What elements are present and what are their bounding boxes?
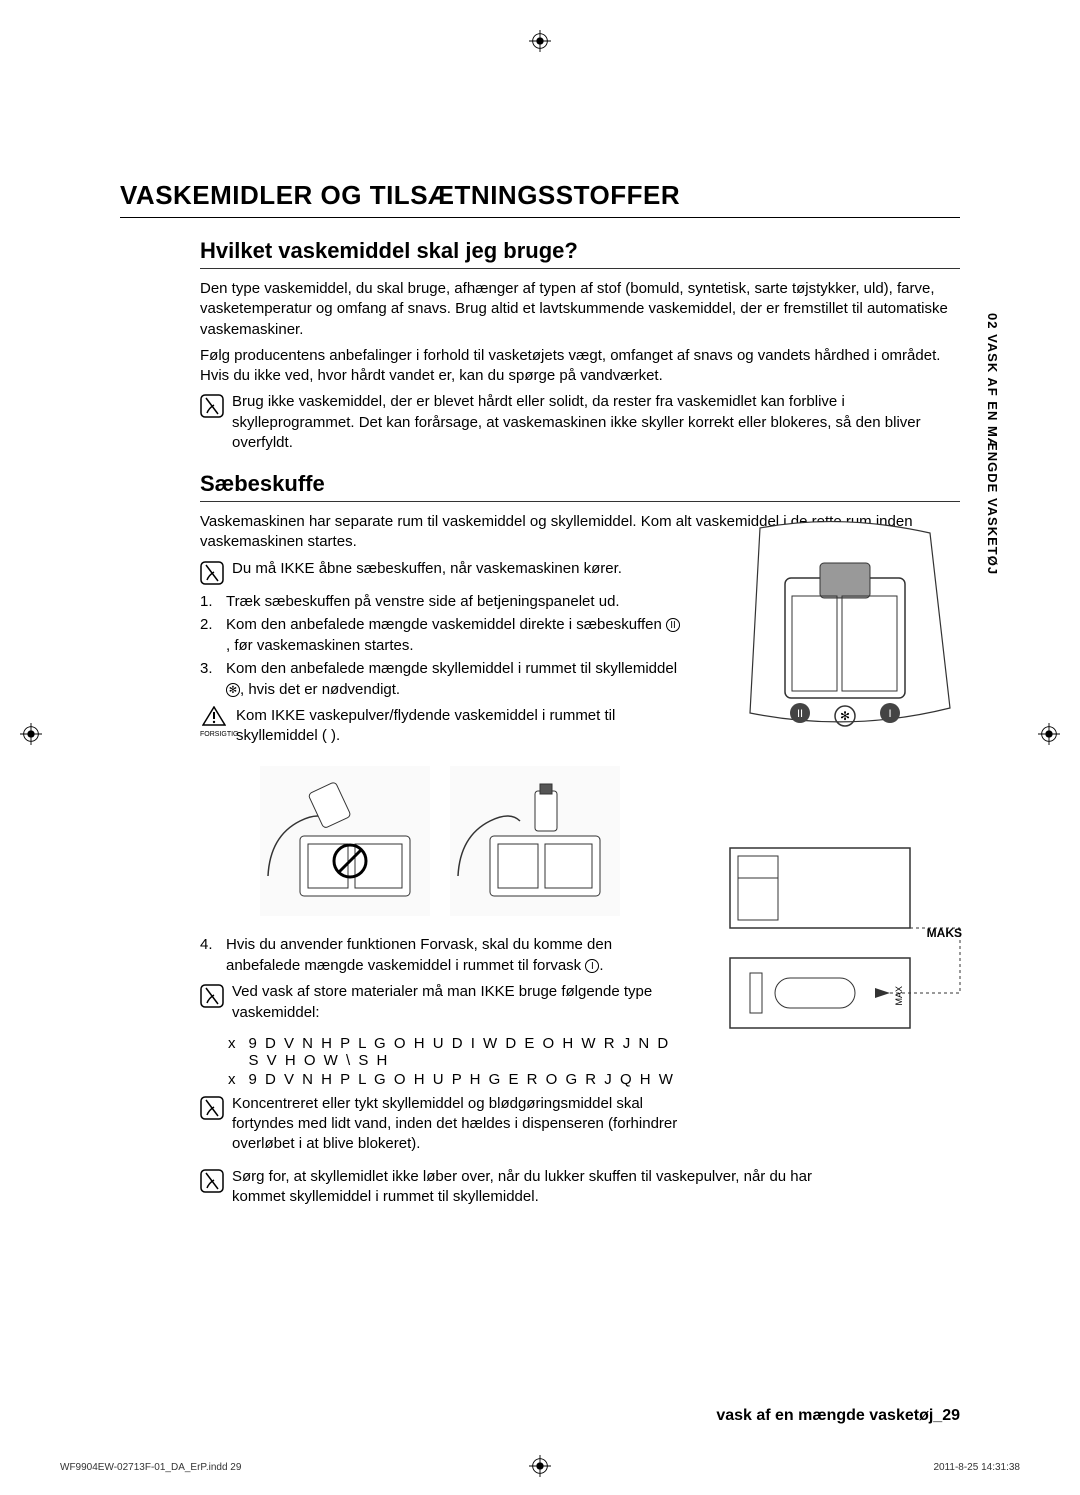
section1-p1: Den type vaskemiddel, du skal bruge, afh… — [200, 279, 960, 340]
side-section-label: 02 VASK AF EN MÆNGDE VASKETØJ — [985, 313, 1000, 575]
section2-note4: Sørg for, at skyllemidlet ikke løber ove… — [232, 1167, 840, 1208]
step-4: 4. Hvis du anvender funktionen Forvask, … — [200, 934, 680, 976]
note-icon — [200, 561, 224, 585]
meta-filename: WF9904EW-02713F-01_DA_ErP.indd 29 — [60, 1462, 241, 1473]
bullet-1: x 9 D V N H P L G O H U D I W D E O H W … — [228, 1035, 680, 1069]
footer-text: vask af en mængde vasketøj_29 — [716, 1407, 960, 1425]
marker-i-icon: I — [585, 959, 599, 973]
main-heading: VASKEMIDLER OG TILSÆTNINGSSTOFFER — [120, 180, 960, 218]
section2-note2: Ved vask af store materialer må man IKKE… — [232, 982, 680, 1023]
pour-softener-illustration — [450, 766, 620, 916]
section2-heading: Sæbeskuffe — [200, 471, 960, 502]
meta-timestamp: 2011-8-25 14:31:38 — [933, 1462, 1020, 1473]
marker-flower-icon: ✻ — [226, 683, 240, 697]
step-1: 1. Træk sæbeskuffen på venstre side af b… — [200, 591, 680, 612]
marker-ii-icon: II — [666, 618, 680, 632]
caution-icon: FORSIGTIG — [200, 706, 228, 738]
bullet-2: x 9 D V N H P L G O H U P H G E R O G R … — [228, 1071, 680, 1088]
section1-note: Brug ikke vaskemiddel, der er blevet hår… — [232, 392, 960, 453]
svg-text:✻: ✻ — [840, 709, 850, 723]
crop-mark-bottom — [529, 1455, 551, 1477]
drawer-illustration: II ✻ I — [720, 518, 970, 778]
svg-text:I: I — [888, 708, 891, 720]
note-icon — [200, 984, 224, 1008]
max-vertical-label: MAX — [894, 986, 904, 1006]
section2-note1: Du må IKKE åbne sæbeskuffen, når vaskema… — [232, 559, 622, 579]
section1-p2: Følg producentens anbefalinger i forhold… — [200, 346, 960, 387]
maks-label: MAKS — [927, 926, 962, 940]
note-icon — [200, 1096, 224, 1120]
section2-note3: Koncentreret eller tykt skyllemiddel og … — [232, 1094, 680, 1155]
note-icon — [200, 394, 224, 418]
pour-detergent-illustration — [260, 766, 430, 916]
svg-text:II: II — [797, 708, 803, 720]
section1-heading: Hvilket vaskemiddel skal jeg bruge? — [200, 238, 960, 269]
section2-caution: Kom IKKE vaskepulver/flydende vaskemidde… — [236, 706, 680, 747]
note-icon — [200, 1169, 224, 1193]
step-2: 2. Kom den anbefalede mængde vaskemiddel… — [200, 614, 680, 656]
compartment-illustration: MAKS MAX — [720, 838, 970, 1038]
step-3: 3. Kom den anbefalede mængde skyllemidde… — [200, 658, 680, 700]
